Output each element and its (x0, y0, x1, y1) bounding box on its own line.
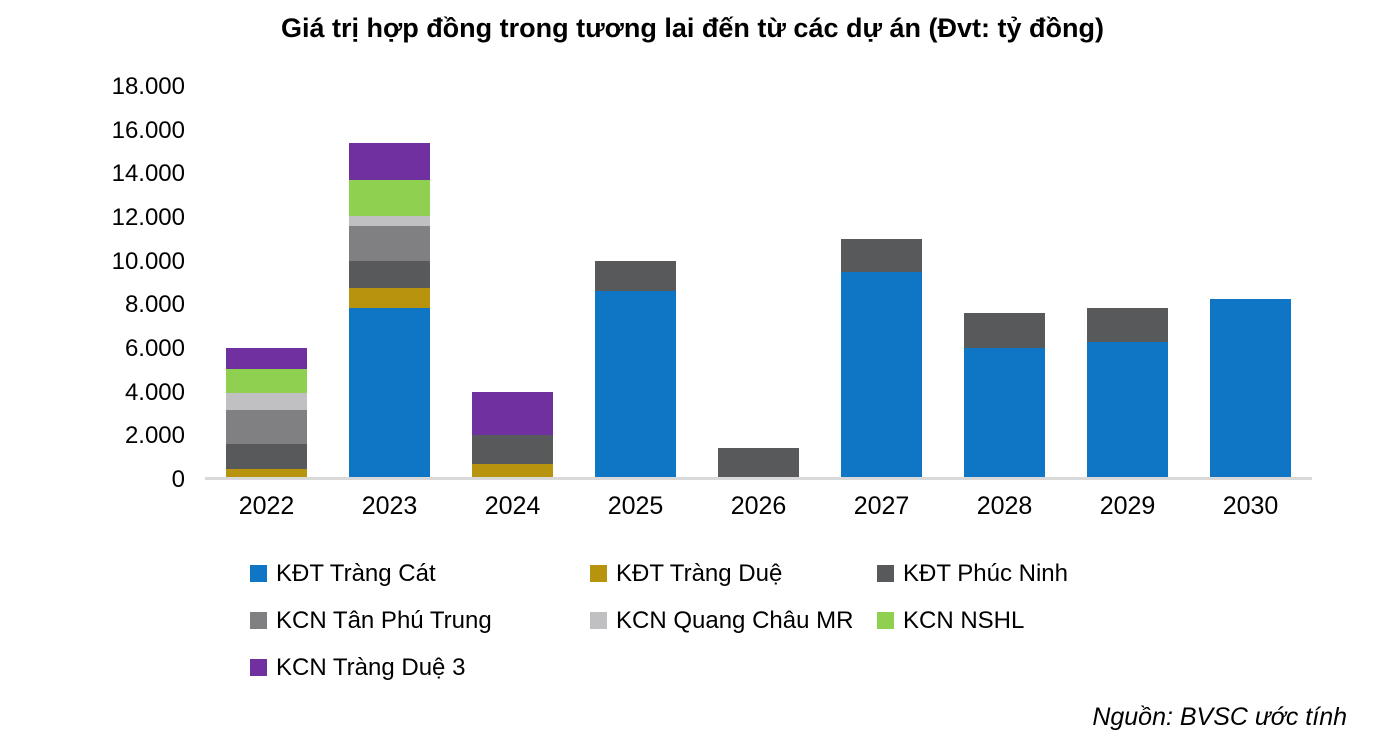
x-axis-label: 2024 (484, 492, 541, 520)
x-axis-line (205, 477, 1312, 480)
chart-title: Giá trị hợp đồng trong tương lai đến từ … (280, 13, 1104, 43)
bar-segment (841, 271, 922, 480)
chart-legend: KĐT Tràng Cát KĐT Tràng Duệ KĐT Phúc Ninh K… (250, 550, 1068, 691)
bar-segment (718, 448, 799, 480)
y-axis-tick-label: 0 (171, 466, 185, 493)
bar-segment (226, 347, 307, 369)
bar-2026 (718, 448, 799, 480)
y-axis-tick-label: 2.000 (124, 422, 185, 450)
bar-segment (1210, 298, 1291, 480)
x-axis-label: 2023 (361, 492, 418, 520)
legend-item: KCN NSHL (877, 607, 1068, 635)
y-axis-tick-label: 6.000 (124, 335, 185, 362)
legend-item: KCN Tràng Duệ 3 (250, 654, 590, 682)
legend-label: KCN NSHL (903, 606, 1025, 634)
plot-area (205, 87, 1312, 480)
bar-segment (349, 260, 430, 288)
bar-segment (226, 444, 307, 470)
bar-segment (226, 368, 307, 393)
y-axis-tick-label: 18.000 (111, 73, 185, 100)
bar-2029 (1087, 307, 1168, 480)
legend-item: KĐT Phúc Ninh (877, 560, 1068, 588)
legend-item: KCN Quang Châu MR (590, 607, 877, 635)
legend-label: KĐT Phúc Ninh (903, 559, 1068, 587)
bar-2028 (964, 313, 1045, 480)
x-axis-label: 2025 (607, 492, 664, 520)
y-axis-tick-label: 16.000 (111, 116, 185, 144)
bar-segment (595, 291, 676, 480)
bar-segment (1087, 307, 1168, 343)
bar-segment (964, 313, 1045, 348)
legend-label: KCN Quang Châu MR (616, 606, 854, 634)
legend-swatch-icon (877, 612, 894, 629)
x-axis-labels: 2022 2023 2024 2025 2026 2027 2028 2029 2030 (205, 492, 1312, 524)
legend-item: KCN Tân Phú Trung (250, 607, 590, 635)
y-axis-labels: 18.000 16.000 14.000 12.000 10.000 8.000 6.000… (55, 73, 185, 493)
y-axis-tick-label: 12.000 (111, 204, 185, 231)
y-axis-tick-label: 10.000 (111, 247, 185, 275)
legend-label: KCN Tràng Duệ 3 (276, 653, 466, 681)
x-axis-label: 2028 (976, 492, 1033, 520)
legend-swatch-icon (250, 659, 267, 676)
legend-label: KCN Tân Phú Trung (276, 606, 492, 634)
legend-swatch-icon (877, 565, 894, 582)
bar-segment (226, 392, 307, 411)
bar-segment (964, 347, 1045, 480)
x-axis-label: 2026 (730, 492, 787, 520)
bar-2023 (349, 142, 430, 480)
bar-segment (595, 260, 676, 292)
legend-item: KĐT Tràng Cát (250, 560, 590, 588)
legend-swatch-icon (250, 565, 267, 582)
bar-segment (472, 391, 553, 436)
y-axis-tick-label: 14.000 (111, 160, 185, 188)
bar-segment (349, 215, 430, 226)
legend-label: KĐT Tràng Cát (276, 559, 436, 587)
bar-segment (226, 469, 307, 480)
x-axis-label: 2022 (238, 492, 295, 520)
bar-segment (226, 410, 307, 444)
bar-segment (472, 435, 553, 464)
y-axis-tick-label: 4.000 (124, 378, 185, 406)
legend-item: KĐT Tràng Duệ (590, 560, 877, 588)
source-note: Nguồn: BVSC ước tính (1092, 703, 1347, 731)
bar-2025 (595, 260, 676, 480)
bar-segment (841, 238, 922, 272)
legend-swatch-icon (590, 612, 607, 629)
legend-label: KĐT Tràng Duệ (616, 559, 783, 587)
x-axis-label: 2029 (1099, 492, 1156, 520)
bar-2022 (226, 347, 307, 480)
x-axis-label: 2027 (853, 492, 910, 520)
bar-segment (349, 287, 430, 308)
bar-segment (349, 179, 430, 216)
bar-2024 (472, 391, 553, 480)
legend-swatch-icon (250, 612, 267, 629)
bar-2027 (841, 238, 922, 480)
bar-segment (472, 463, 553, 480)
bar-segment (349, 225, 430, 261)
bar-segment (1087, 342, 1168, 480)
bar-2030 (1210, 298, 1291, 480)
bar-segment (349, 307, 430, 480)
x-axis-label: 2030 (1222, 492, 1279, 520)
y-axis-tick-label: 8.000 (124, 291, 185, 319)
bar-segment (349, 142, 430, 180)
legend-swatch-icon (590, 565, 607, 582)
